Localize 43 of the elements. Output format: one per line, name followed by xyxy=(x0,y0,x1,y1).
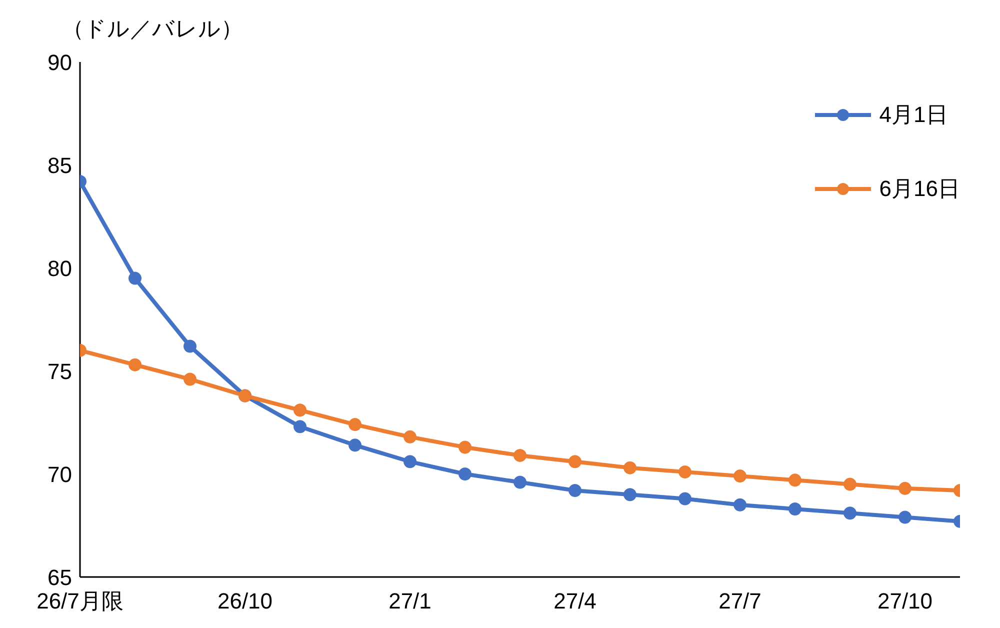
y-axis-title: （ドル／バレル） xyxy=(62,15,243,43)
point xyxy=(294,420,306,434)
point xyxy=(898,482,912,495)
point xyxy=(788,502,802,516)
y-tick-label: 70 xyxy=(48,462,72,487)
y-tick-label: 90 xyxy=(48,50,72,75)
point xyxy=(294,404,306,417)
point xyxy=(458,468,472,480)
point xyxy=(348,418,362,432)
point xyxy=(184,340,196,353)
y-tick-label: 65 xyxy=(48,564,72,590)
y-tick-label: 75 xyxy=(48,358,72,384)
point xyxy=(844,506,856,520)
point xyxy=(734,498,746,512)
point xyxy=(568,455,582,468)
legend-label: 6月16日 xyxy=(879,175,960,203)
point xyxy=(678,465,692,478)
point xyxy=(788,474,802,487)
point xyxy=(128,272,142,285)
x-tick-label: 27/4 xyxy=(554,588,596,614)
x-tick-label: 27/1 xyxy=(388,588,432,614)
point xyxy=(128,358,142,372)
point xyxy=(514,448,526,462)
point xyxy=(844,478,856,491)
point xyxy=(404,430,416,444)
point xyxy=(404,455,416,468)
x-tick-label: 26/7月限 xyxy=(36,588,124,614)
y-tick-label: 80 xyxy=(48,256,72,281)
point xyxy=(568,484,582,497)
point xyxy=(514,476,526,489)
x-tick-label: 27/7 xyxy=(718,588,762,614)
point xyxy=(734,470,746,483)
point xyxy=(184,372,196,386)
point xyxy=(898,510,912,524)
legend-label: 4月1日 xyxy=(879,101,948,129)
point xyxy=(348,438,362,452)
x-tick-label: 26/10 xyxy=(217,588,273,614)
point xyxy=(458,440,472,454)
x-tick-label: 27/10 xyxy=(877,588,933,614)
y-tick-label: 85 xyxy=(48,152,72,178)
point xyxy=(678,492,692,506)
point xyxy=(624,488,636,502)
point xyxy=(624,461,636,474)
